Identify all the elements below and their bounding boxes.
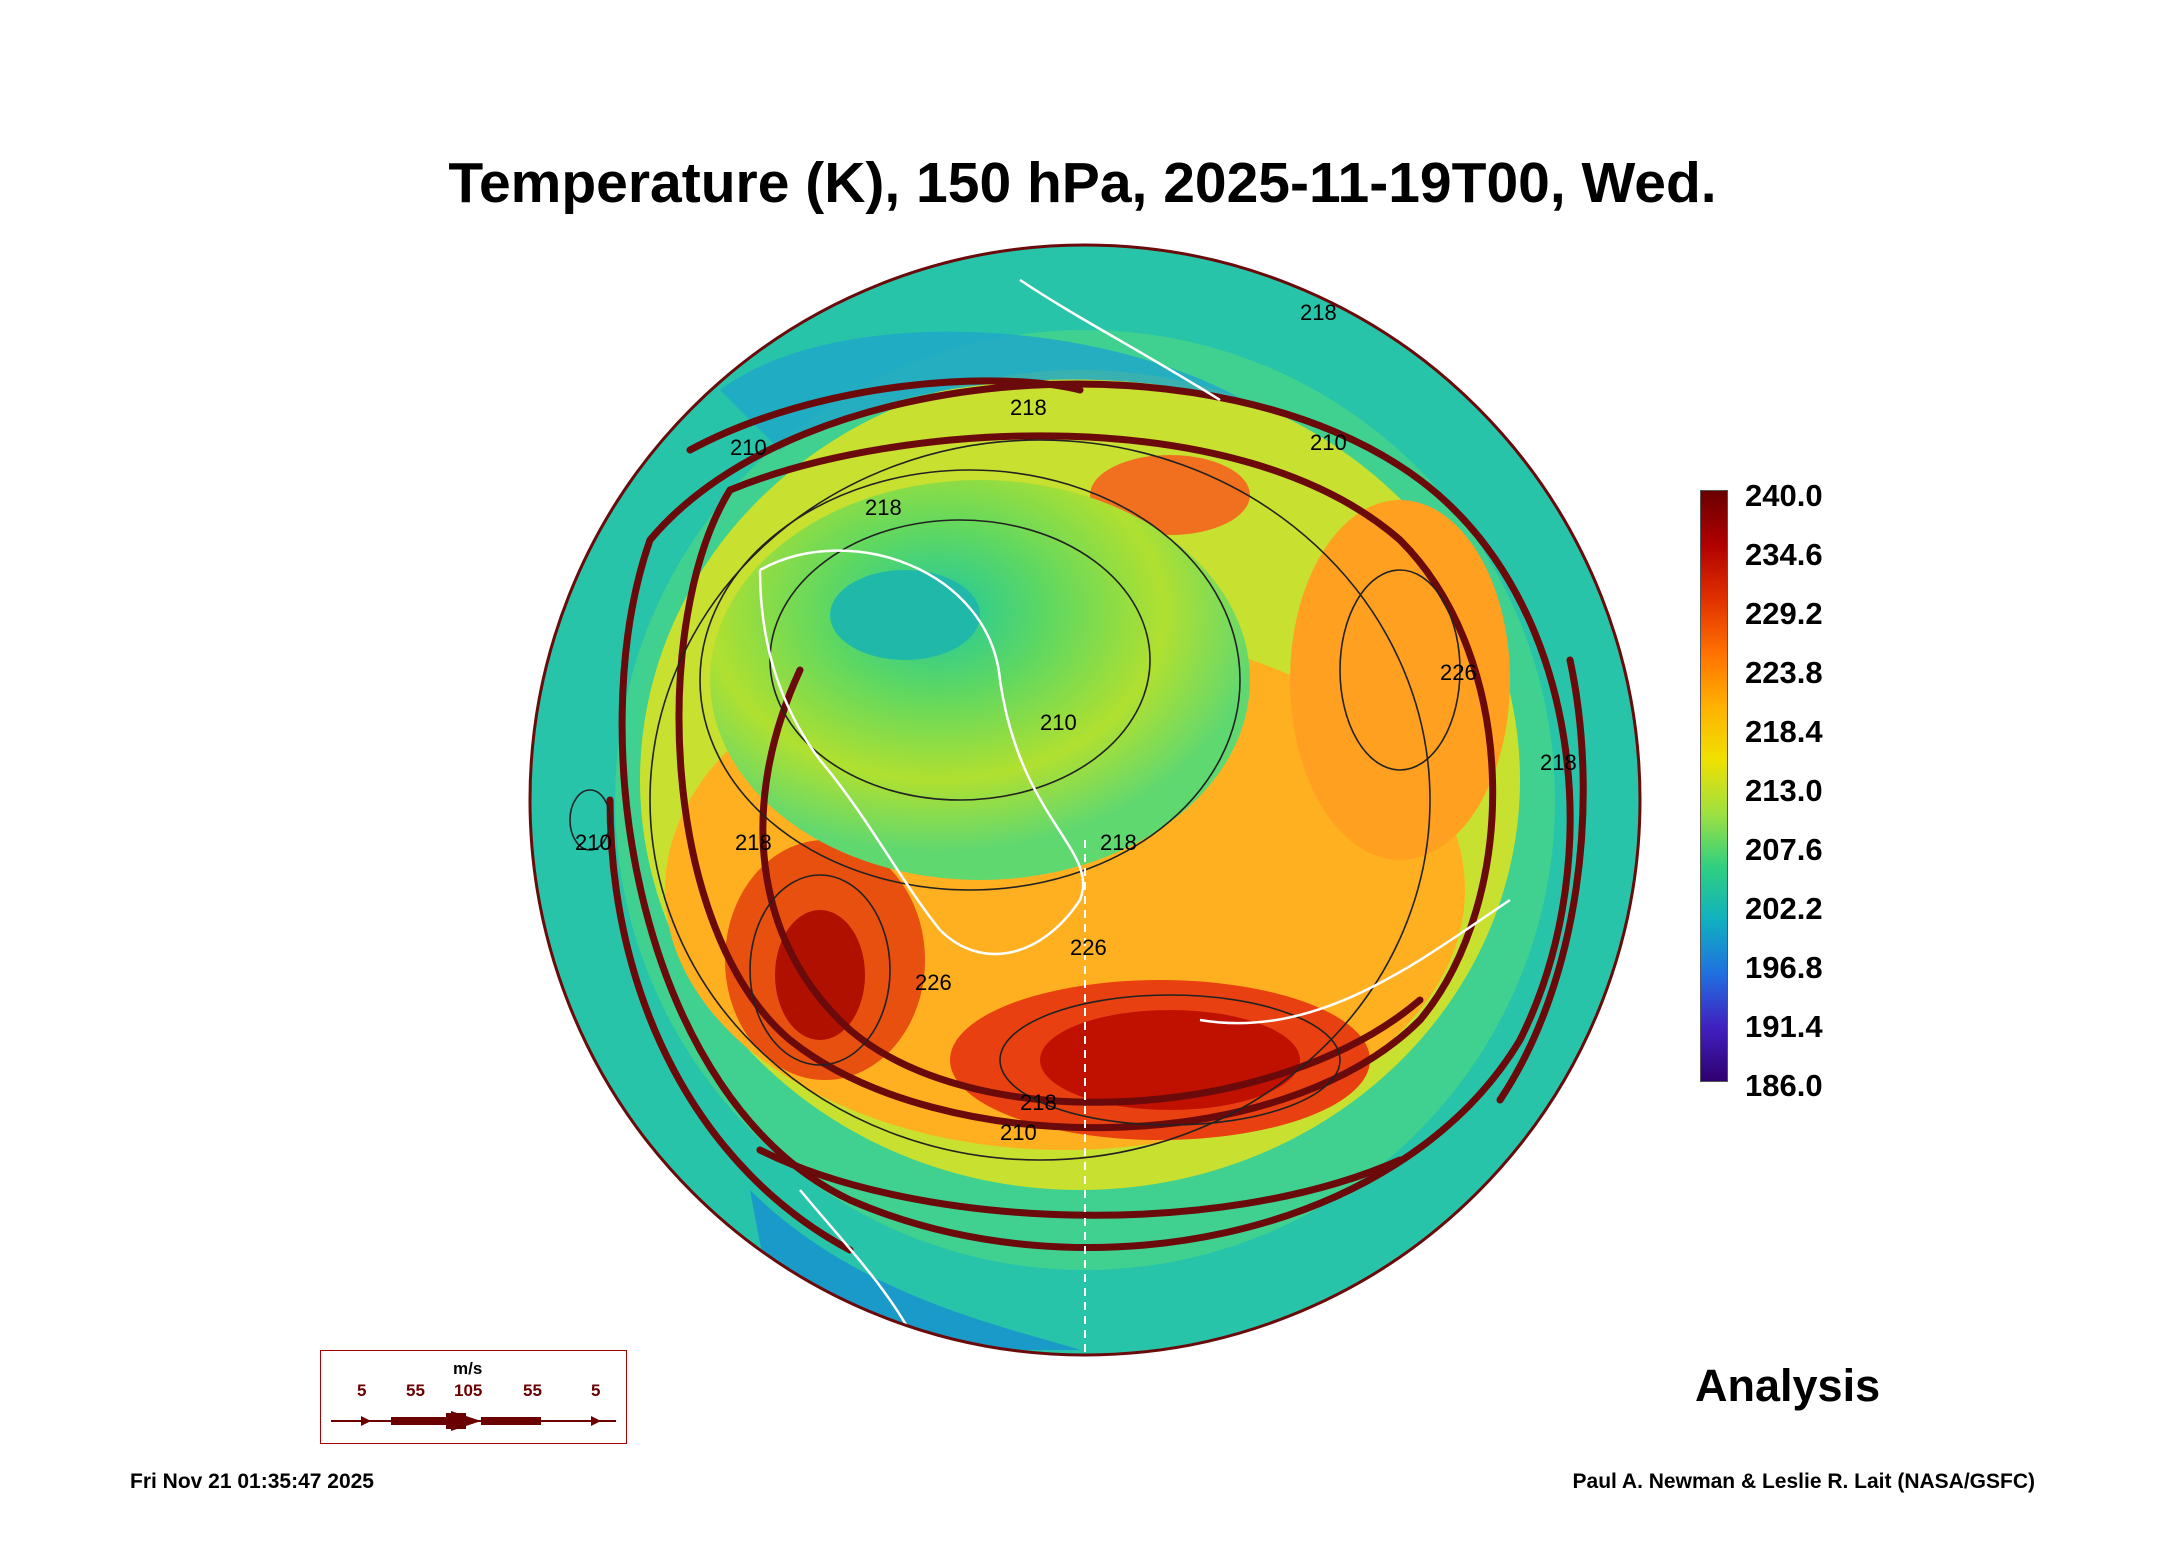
chart-title: Temperature (K), 150 hPa, 2025-11-19T00,…: [448, 151, 1717, 215]
colorbar-tick-label: 207.6: [1745, 832, 1823, 867]
contour-label: 218: [1100, 830, 1137, 855]
contour-label: 226: [915, 970, 952, 995]
colorbar-tick-label: 229.2: [1745, 596, 1823, 631]
streamlines: [606, 377, 1587, 1254]
cold-center: [830, 570, 980, 660]
wind-legend-arrow: [331, 1411, 616, 1431]
map-border: [528, 243, 1642, 1357]
contour-label: 210: [575, 830, 612, 855]
colorbar-tick-label: 196.8: [1745, 950, 1823, 985]
generated-timestamp: Fri Nov 21 01:35:47 2025: [130, 1470, 374, 1493]
wind-speed-legend: m/s 5 55 105 55 5: [320, 1350, 627, 1444]
contour-labels: 210 218 218 210 226 218 210 218 210 218 …: [575, 300, 1577, 1145]
polar-temperature-map: 210 218 218 210 226 218 210 218 210 218 …: [528, 243, 1642, 1357]
contour-label: 210: [1310, 430, 1347, 455]
colorbar-tick-label: 213.0: [1745, 773, 1823, 808]
orange-warm-right: [1290, 500, 1510, 860]
colorbar-tick-label: 218.4: [1745, 714, 1823, 749]
cold-core: [710, 480, 1250, 880]
wind-legend-speed: 5: [357, 1381, 367, 1400]
analysis-label: Analysis: [1695, 1360, 1881, 1411]
contour-label: 218: [1540, 750, 1577, 775]
colorbar: [1700, 490, 1728, 1082]
contour-label: 210: [1040, 710, 1077, 735]
wind-legend-speed: 55: [523, 1381, 542, 1400]
colorbar-tick-label: 186.0: [1745, 1068, 1823, 1103]
contour-label: 218: [1020, 1090, 1057, 1115]
colorbar-tick-label: 191.4: [1745, 1009, 1823, 1044]
contour-label: 218: [865, 495, 902, 520]
contour-label: 226: [1070, 935, 1107, 960]
hot-core-left: [775, 910, 865, 1040]
contour-label: 210: [1000, 1120, 1037, 1145]
colorbar-tick-label: 240.0: [1745, 478, 1823, 513]
wind-legend-unit: m/s: [453, 1359, 483, 1378]
wind-legend-speed: 105: [454, 1381, 483, 1400]
contour-label: 210: [730, 435, 767, 460]
contour-label: 218: [1010, 395, 1047, 420]
contour-label: 218: [1300, 300, 1337, 325]
cold-band-top: [720, 331, 1260, 450]
coastlines: [758, 278, 1511, 1351]
colorbar-tick-label: 202.2: [1745, 891, 1823, 926]
colorbar-tick-label: 234.6: [1745, 537, 1823, 572]
contours: [569, 439, 1461, 1161]
author-credit: Paul A. Newman & Leslie R. Lait (NASA/GS…: [1572, 1470, 2035, 1493]
contour-label: 218: [735, 830, 772, 855]
wind-legend-speed: 55: [406, 1381, 425, 1400]
colorbar-tick-label: 223.8: [1745, 655, 1823, 690]
wind-legend-speed: 5: [591, 1381, 601, 1400]
contour-label: 226: [1440, 660, 1477, 685]
